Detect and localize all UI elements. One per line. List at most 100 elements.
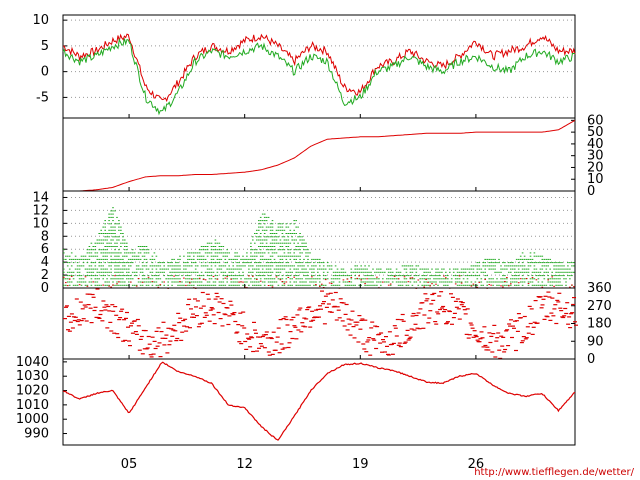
wind-point	[114, 242, 116, 244]
wind-point	[200, 249, 203, 251]
wind-point	[90, 268, 93, 270]
wind-point	[267, 278, 270, 280]
wind-point	[555, 284, 557, 286]
y-tick-label: 1000	[16, 412, 49, 427]
wind-point	[206, 242, 209, 244]
wind-point	[196, 284, 199, 286]
wind-point	[484, 275, 486, 277]
direction-point	[220, 325, 225, 327]
direction-point	[384, 336, 388, 338]
wind-point	[267, 271, 270, 273]
wind-point	[78, 265, 81, 267]
wind-point	[297, 246, 299, 247]
direction-point	[275, 336, 280, 338]
wind-point	[210, 242, 213, 244]
panel-frame	[62, 358, 576, 446]
wind-point	[502, 281, 504, 283]
wind-point	[366, 284, 368, 286]
wind-point	[423, 284, 425, 286]
gust-point	[476, 286, 479, 288]
wind-point	[198, 252, 201, 254]
wind-point	[295, 271, 297, 273]
wind-point	[502, 284, 504, 286]
wind-point	[224, 262, 227, 264]
wind-point	[254, 278, 256, 280]
wind-point	[259, 242, 262, 244]
wind-point	[151, 271, 154, 273]
wind-point	[183, 268, 185, 270]
direction-point	[110, 304, 115, 306]
wind-point	[297, 278, 299, 280]
wind-point	[153, 265, 156, 267]
wind-point	[124, 262, 126, 264]
wind-point	[256, 233, 258, 234]
wind-point	[246, 258, 248, 260]
wind-point	[545, 258, 548, 260]
wind-point	[488, 278, 490, 280]
wind-point	[222, 252, 225, 254]
wind-point	[86, 284, 89, 286]
wind-point	[248, 271, 250, 273]
wind-point	[143, 246, 146, 247]
wind-point	[322, 275, 325, 277]
y-tick-label: 4	[41, 255, 49, 270]
direction-point	[496, 332, 501, 334]
wind-point	[435, 278, 437, 280]
wind-point	[116, 271, 118, 273]
wind-point	[301, 265, 303, 267]
wind-point	[305, 246, 307, 247]
wind-point	[458, 271, 461, 273]
wind-point	[460, 281, 463, 283]
wind-point	[567, 262, 569, 264]
wind-point	[108, 281, 110, 283]
wind-point	[348, 284, 351, 286]
wind-point	[486, 265, 488, 267]
wind-point	[468, 284, 471, 286]
wind-point	[258, 246, 260, 247]
wind-point	[175, 262, 177, 264]
wind-point	[326, 271, 329, 273]
wind-point	[163, 275, 165, 277]
wind-point	[120, 268, 122, 270]
wind-point	[549, 284, 551, 286]
wind-point	[183, 284, 185, 286]
wind-point	[252, 249, 254, 251]
wind-point	[423, 275, 425, 277]
wind-point	[441, 268, 443, 270]
wind-point	[189, 252, 191, 254]
wind-point	[285, 278, 288, 280]
wind-point	[234, 268, 236, 270]
wind-point	[504, 278, 506, 280]
gust-point	[519, 278, 522, 280]
wind-point	[218, 258, 221, 260]
wind-point	[108, 246, 110, 247]
wind-point	[486, 281, 488, 283]
direction-point	[506, 345, 511, 347]
direction-point	[103, 309, 108, 311]
wind-point	[157, 271, 160, 273]
direction-point	[439, 291, 444, 293]
wind-point	[114, 284, 116, 286]
wind-point	[433, 278, 435, 280]
wind-point	[279, 242, 282, 244]
wind-point	[94, 284, 97, 286]
wind-point	[547, 278, 549, 280]
wind-point	[220, 258, 223, 260]
wind-point	[285, 246, 288, 247]
gust-point	[319, 285, 321, 287]
direction-point	[89, 322, 94, 324]
gust-point	[66, 285, 69, 287]
wind-point	[512, 278, 514, 280]
wind-point	[549, 262, 551, 264]
direction-point	[133, 331, 138, 333]
wind-point	[360, 278, 362, 280]
y-tick-label: 180	[587, 317, 612, 332]
wind-point	[256, 268, 258, 270]
wind-point	[222, 278, 225, 280]
wind-point	[464, 281, 467, 283]
wind-point	[65, 278, 67, 280]
wind-point	[248, 258, 250, 260]
wind-point	[153, 281, 156, 283]
wind-point	[563, 268, 565, 270]
wind-point	[80, 278, 83, 280]
